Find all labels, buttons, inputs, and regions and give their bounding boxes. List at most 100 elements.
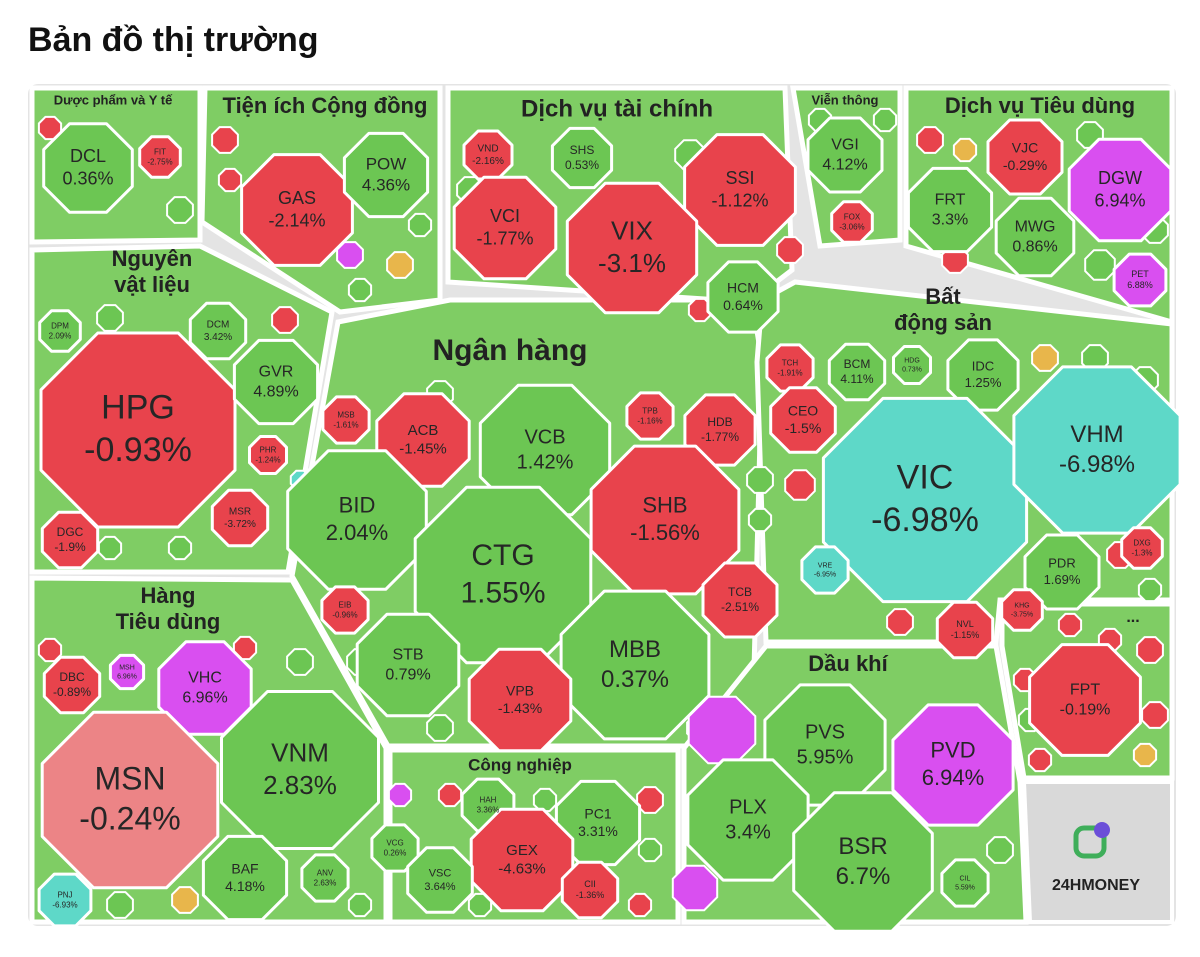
stock-cell (39, 331, 237, 529)
stock-cell (321, 395, 371, 445)
stock-change: 0.64% (723, 297, 763, 313)
stock-change: 4.11% (840, 372, 873, 386)
stock-change: -1.77% (476, 228, 533, 248)
stock-change: 1.69% (1044, 572, 1081, 587)
stock-ticker: EIB (339, 600, 352, 609)
sector-title: Công nghiệp (468, 755, 572, 774)
stock-cell (986, 118, 1064, 196)
stock-ticker: HCM (727, 279, 759, 295)
stock-cell (300, 853, 350, 903)
filler-cell (106, 891, 134, 919)
stock-ticker: HPG (101, 389, 175, 427)
stock-cell (220, 690, 380, 850)
stock-ticker: GAS (278, 188, 316, 208)
stock-change: 5.59% (955, 884, 975, 891)
stock-ticker: SSI (725, 168, 754, 188)
filler-cell (637, 837, 663, 863)
filler-cell (96, 304, 124, 332)
stock-change: 6.94% (922, 765, 984, 790)
stock-ticker: NVL (956, 619, 974, 629)
stock-cell (701, 561, 779, 639)
filler-cell (1031, 344, 1059, 372)
stock-ticker: TPB (642, 406, 658, 415)
stock-ticker: PNJ (57, 890, 72, 899)
sector-title: động sản (894, 310, 992, 335)
stock-cell (248, 435, 288, 475)
stock-ticker: VPB (506, 682, 534, 698)
stock-change: 2.83% (263, 770, 337, 800)
stock-ticker: VJC (1012, 139, 1038, 155)
stock-cell (792, 791, 934, 933)
stock-change: -0.89% (53, 685, 91, 699)
page-title: Bản đồ thị trường (28, 21, 319, 59)
logo-panel (1021, 780, 1174, 924)
stock-change: 4.18% (225, 878, 265, 894)
stock-cell (240, 153, 354, 267)
stock-ticker: VNM (271, 737, 329, 767)
stock-change: -2.14% (268, 210, 325, 230)
stock-ticker: FPT (1070, 682, 1100, 699)
stock-ticker: VIX (611, 215, 653, 245)
stock-cell (157, 640, 253, 736)
stock-change: -1.15% (951, 630, 980, 640)
stock-ticker: DGC (57, 525, 84, 539)
stock-change: -1.56% (630, 520, 700, 545)
stock-change: -1.61% (333, 420, 358, 429)
sector-title: Bất (925, 284, 961, 309)
stock-ticker: VHC (188, 670, 222, 687)
stock-cell (286, 449, 428, 591)
stock-change: -1.16% (637, 416, 662, 425)
stock-cell (806, 116, 884, 194)
stock-cell (37, 872, 93, 928)
stock-cell (462, 129, 514, 181)
stock-change: -1.36% (576, 890, 605, 900)
stock-change: 6.96% (182, 690, 227, 707)
stock-ticker: CTG (471, 539, 534, 572)
filler-cell (271, 306, 299, 334)
filler-cell (232, 635, 258, 661)
stock-change: 0.53% (565, 158, 599, 172)
stock-cell (42, 122, 134, 214)
stock-cell (40, 510, 100, 570)
stock-cell (565, 181, 699, 315)
stock-change: -0.24% (79, 800, 180, 836)
filler-cell (1132, 742, 1158, 768)
stock-cell (892, 345, 932, 385)
stock-ticker: MSN (94, 760, 165, 796)
stock-cell (232, 338, 320, 426)
filler-cell (166, 196, 194, 224)
stock-ticker: GVR (259, 364, 294, 381)
stock-change: -2.16% (472, 156, 504, 167)
stock-cell (1012, 365, 1182, 535)
stock-change: 1.25% (965, 375, 1002, 390)
stock-ticker: TCB (728, 585, 752, 599)
stock-ticker: BSR (838, 833, 887, 860)
stock-cell (1023, 533, 1101, 611)
stock-change: 1.42% (517, 451, 574, 473)
stock-cell (827, 342, 887, 402)
filler-cell (171, 886, 199, 914)
stock-ticker: DCM (207, 320, 230, 331)
sector-title: Viễn thông (812, 92, 879, 107)
stock-ticker: VGI (831, 137, 859, 154)
stock-change: 0.26% (384, 848, 407, 857)
stock-ticker: MBB (609, 636, 661, 663)
stock-ticker: TCH (782, 358, 799, 367)
stock-change: -0.29% (1003, 157, 1047, 173)
stock-ticker: PVS (805, 721, 845, 743)
stock-change: -0.93% (84, 431, 192, 469)
filler-cell (347, 892, 373, 918)
stock-ticker: MWG (1015, 219, 1056, 236)
stock-ticker: VRE (818, 563, 833, 570)
stock-cell (940, 858, 990, 908)
stock-change: -3.75% (1011, 611, 1033, 618)
filler-cell (37, 115, 63, 141)
stock-ticker: DCL (70, 146, 106, 166)
stock-ticker: DGW (1098, 168, 1142, 188)
filler-cell (211, 126, 239, 154)
stock-change: -2.75% (147, 157, 172, 166)
stock-ticker: HAH (480, 795, 497, 804)
stock-cell (560, 860, 620, 920)
stock-ticker: CII (584, 879, 596, 889)
